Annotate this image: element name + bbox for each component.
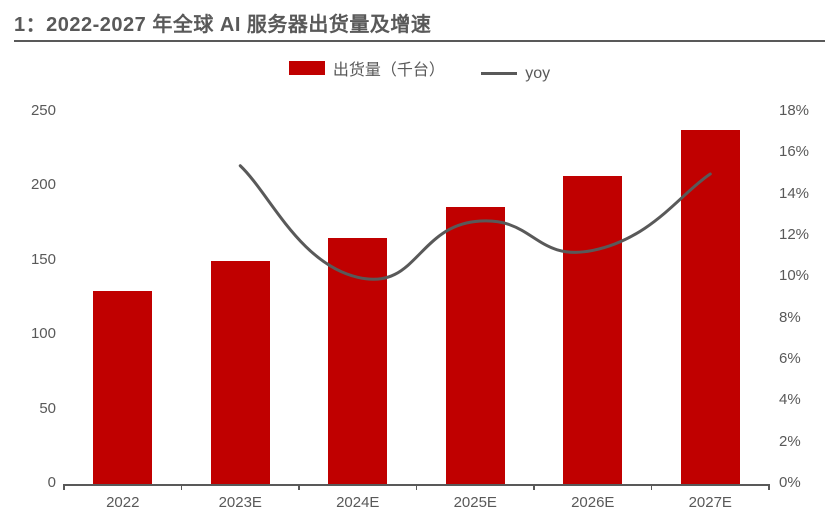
y-left-label: 150	[31, 251, 56, 268]
x-label: 2024E	[336, 494, 379, 511]
legend-line-label: yoy	[525, 65, 550, 83]
legend: 出货量（千台） yoy	[0, 56, 839, 84]
x-label: 2025E	[454, 494, 497, 511]
y-right-label: 10%	[779, 267, 809, 284]
legend-item-line: yoy	[481, 65, 550, 83]
legend-bar-swatch	[289, 61, 325, 75]
y-left-label: 50	[39, 400, 56, 417]
y-right-label: 18%	[779, 102, 809, 119]
y-left-label: 100	[31, 325, 56, 342]
chart-title: 1：2022-2027 年全球 AI 服务器出货量及增速	[14, 8, 431, 37]
x-label: 2027E	[689, 494, 732, 511]
y-right-label: 16%	[779, 143, 809, 160]
x-tick	[298, 484, 300, 490]
legend-bar-label: 出货量（千台）	[333, 56, 445, 80]
chart-figure: 1：2022-2027 年全球 AI 服务器出货量及增速 出货量（千台） yoy…	[0, 0, 839, 530]
x-tick	[63, 484, 65, 490]
y-right-label: 0%	[779, 474, 801, 491]
x-label: 2026E	[571, 494, 614, 511]
y-right-label: 14%	[779, 185, 809, 202]
bar	[211, 261, 270, 484]
bar	[328, 238, 387, 484]
y-right-label: 8%	[779, 309, 801, 326]
legend-line-swatch	[481, 72, 517, 75]
bar	[563, 176, 622, 484]
x-tick	[768, 484, 770, 490]
y-right-label: 2%	[779, 433, 801, 450]
y-right-label: 4%	[779, 391, 801, 408]
x-tick	[651, 484, 653, 490]
y-right-label: 12%	[779, 226, 809, 243]
chart-area: 0 50 100 150 200 250 0% 2% 4% 6% 8% 10% 12% 14% 16% 18%…	[14, 92, 825, 518]
x-label: 2022	[106, 494, 139, 511]
y-left-label: 200	[31, 176, 56, 193]
y-left-label: 0	[48, 474, 56, 491]
y-right-label: 6%	[779, 350, 801, 367]
legend-item-bars: 出货量（千台）	[289, 56, 445, 80]
plot-area	[64, 112, 769, 484]
title-rule	[14, 40, 825, 42]
x-tick	[181, 484, 183, 490]
x-label: 2023E	[219, 494, 262, 511]
x-tick	[416, 484, 418, 490]
bar	[446, 207, 505, 484]
y-left-label: 250	[31, 102, 56, 119]
bar	[93, 291, 152, 484]
x-tick	[533, 484, 535, 490]
bar	[681, 130, 740, 484]
